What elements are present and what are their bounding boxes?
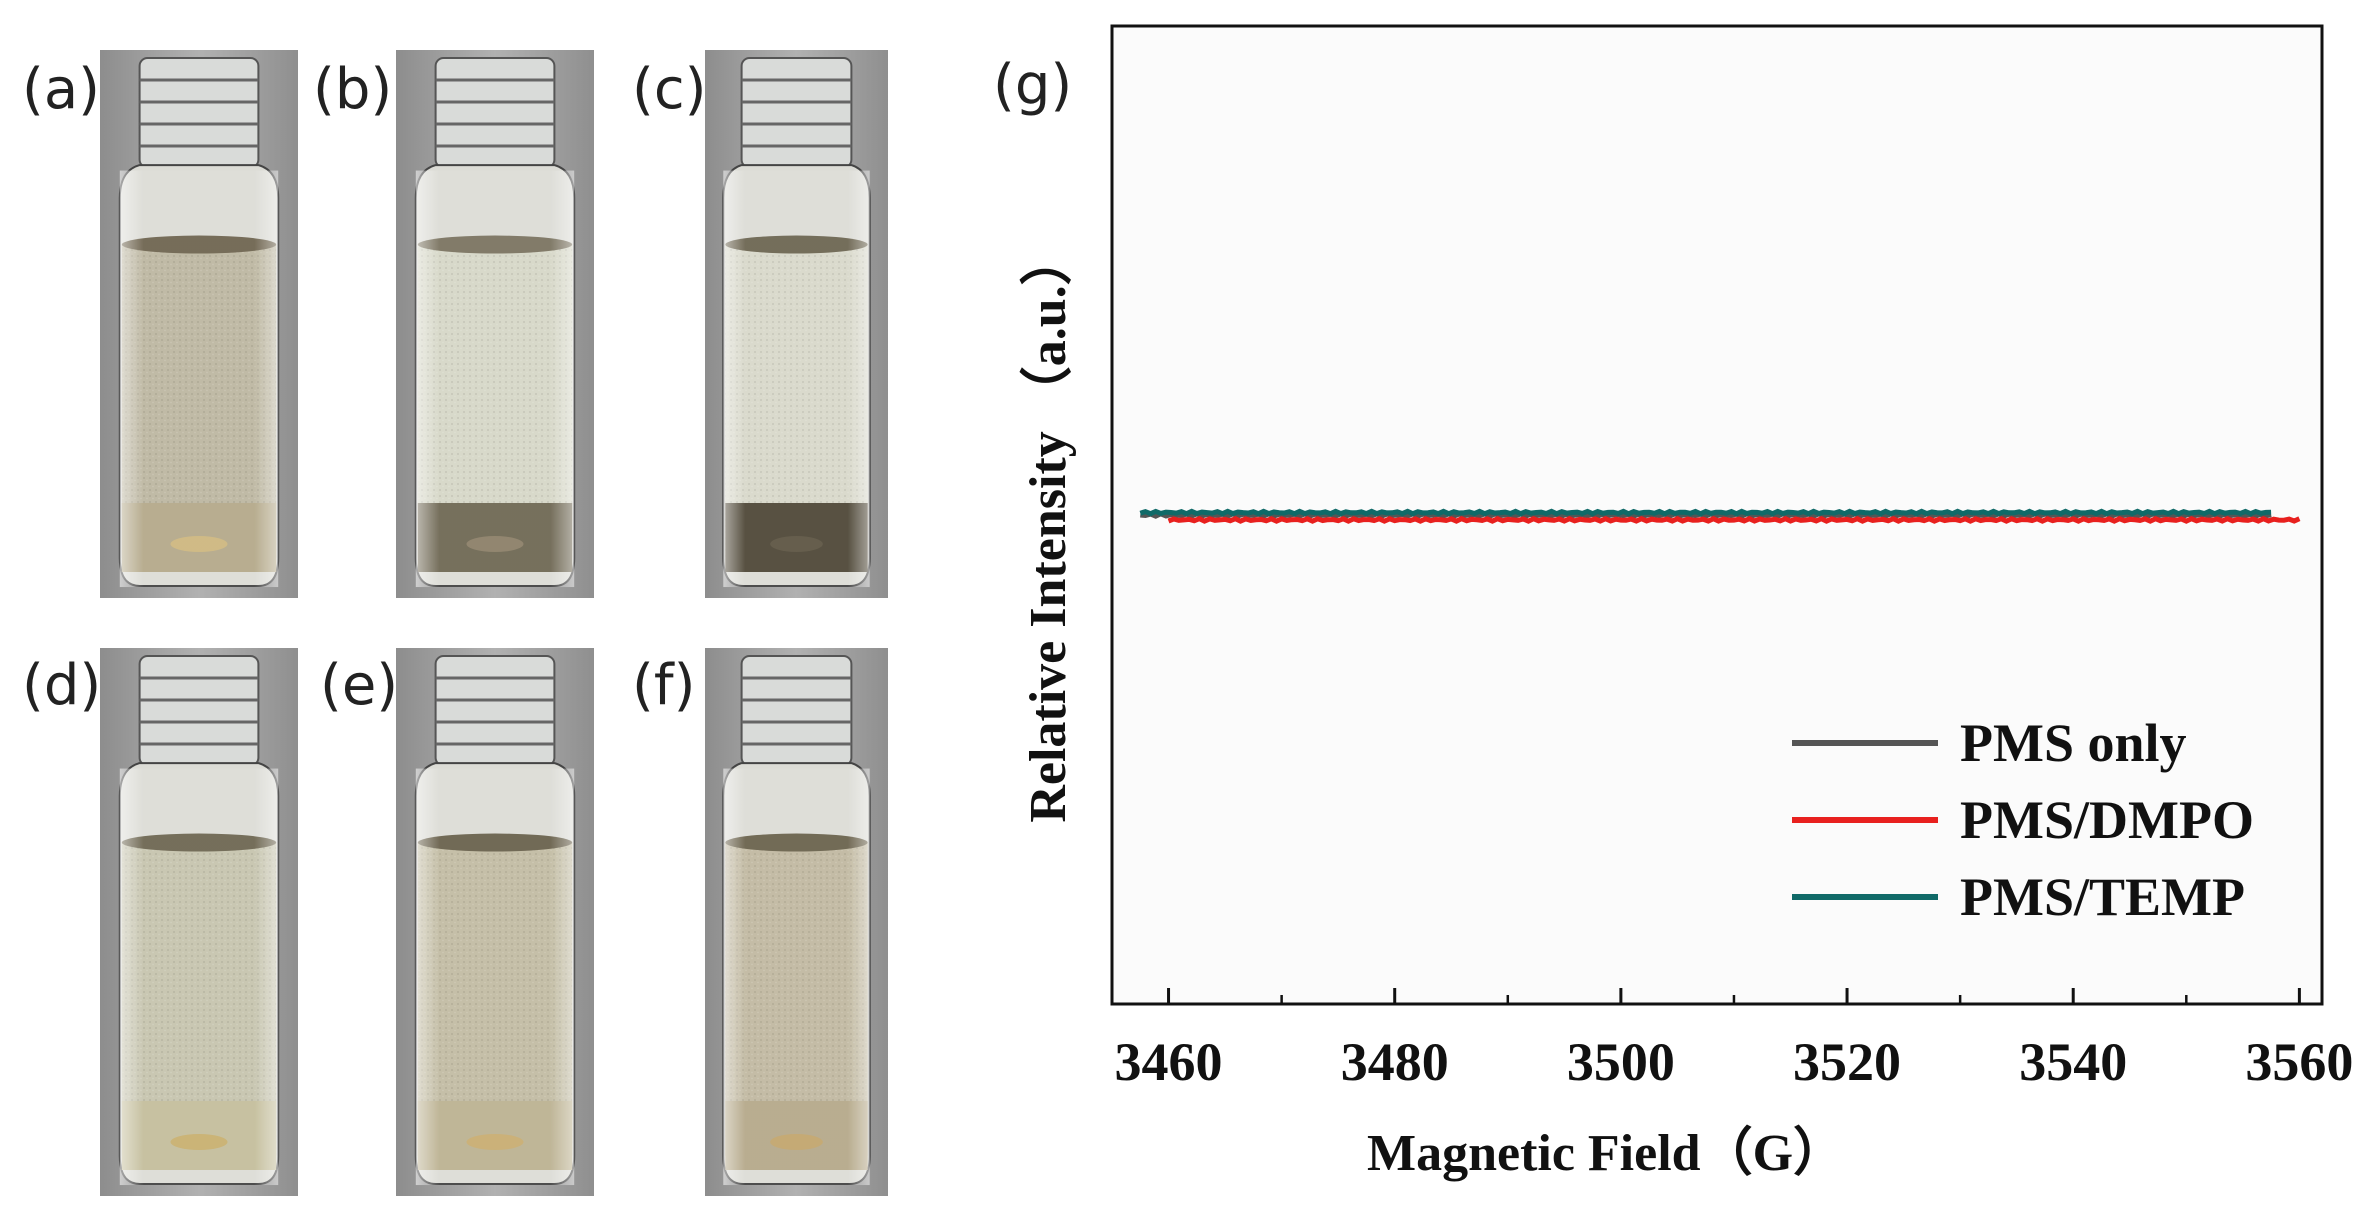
series-layer [1139,508,2301,524]
axis-layer: 3460 3480 3500 3520 3540 3560 [1110,24,2353,1092]
panel-label-g: (g) [993,53,1072,118]
y-axis-title: Relative Intensity （a.u.） [1019,233,1077,822]
x-tick-label: 3500 [1567,1032,1675,1092]
vial-photo-d [100,648,298,1196]
x-tick-label: 3460 [1115,1032,1223,1092]
legend-label-3: PMS/TEMP [1960,867,2245,927]
x-tick-label: 3560 [2245,1032,2353,1092]
axes-frame [1110,24,2324,1006]
vial-photo-a [100,50,298,598]
vial-photo-e [396,648,594,1196]
panel-label-e: (e) [320,653,399,718]
x-tick-label: 3540 [2019,1032,2127,1092]
vial-photo-b [396,50,594,598]
panel-label-b: (b) [313,57,393,122]
panel-label-c: (c) [632,57,707,122]
x-axis-title: Magnetic Field（G） [1367,1124,1845,1182]
legend: PMS only PMS/DMPO PMS/TEMP [1792,713,2254,927]
vial-photo-c [705,50,888,598]
x-tick-label: 3520 [1793,1032,1901,1092]
legend-label-1: PMS only [1960,713,2187,773]
panel-label-f: (f) [632,653,696,718]
vial-photo-f [705,648,888,1196]
series-line-3 [1139,508,2272,517]
x-tick-label: 3480 [1341,1032,1449,1092]
panel-label-a: (a) [22,57,101,122]
legend-label-2: PMS/DMPO [1960,790,2254,850]
panel-label-d: (d) [22,653,102,718]
series-line-2 [1167,515,2301,524]
